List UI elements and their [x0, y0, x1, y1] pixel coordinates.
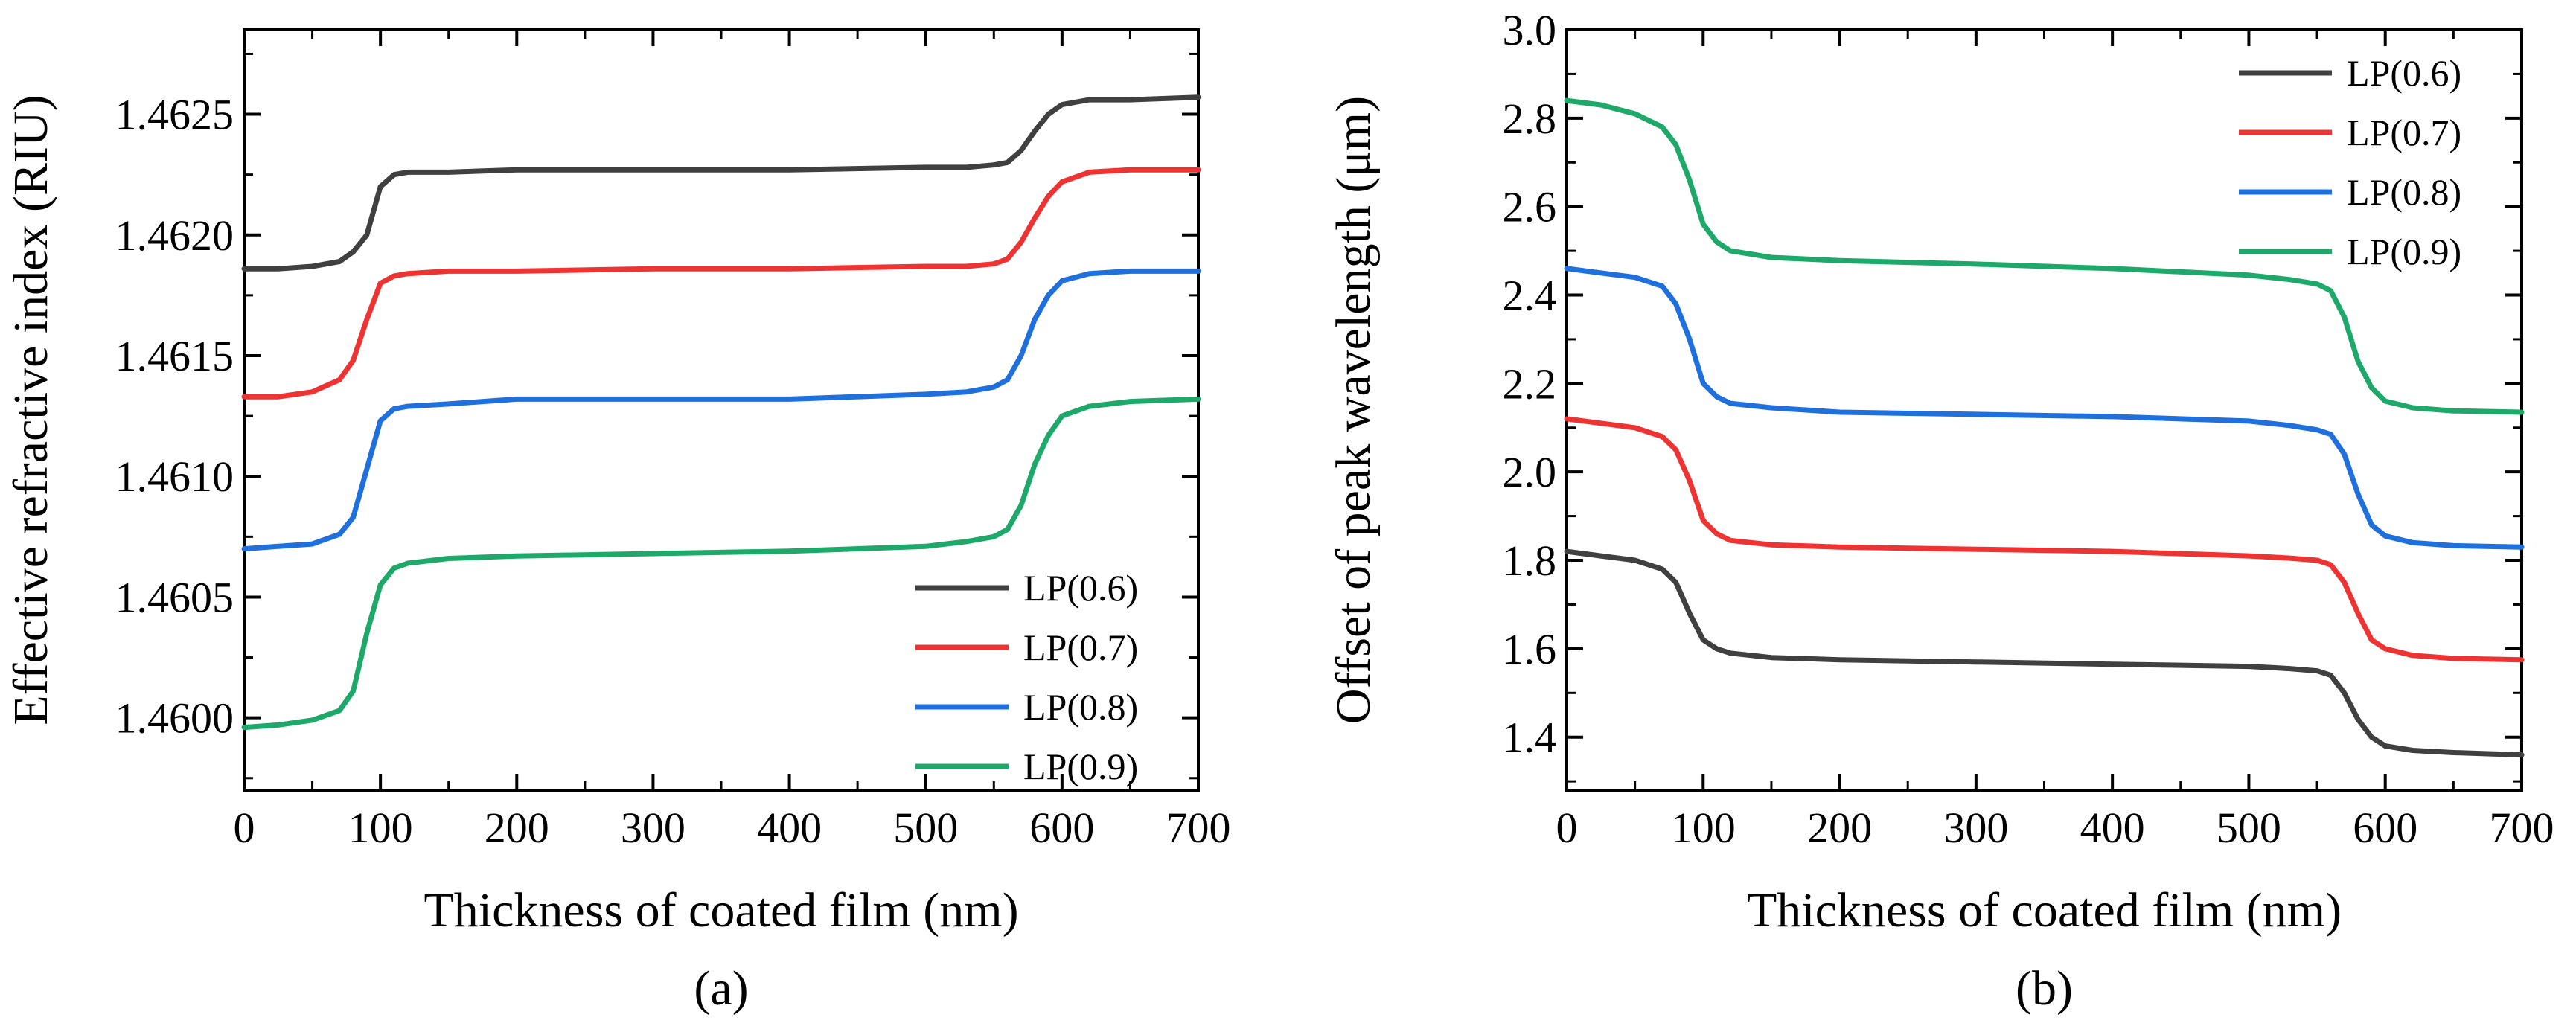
series-line-lp-0-9--b [1564, 97, 2525, 415]
x-tick-label-b: 0 [1556, 804, 1578, 852]
x-tick-label-b: 200 [1807, 804, 1872, 852]
y-axis-title-a: Effective refractive index (RIU) [4, 94, 58, 725]
x-tick-label-a: 200 [485, 804, 549, 852]
y-tick-label-b: 3.0 [1503, 6, 1557, 54]
y-tick-label-a: 1.4600 [115, 694, 234, 743]
legend-label: LP(0.6) [2347, 52, 2461, 94]
x-tick-label-b: 400 [2080, 804, 2145, 852]
x-tick-label-b: 100 [1671, 804, 1736, 852]
legend-a: LP(0.6) LP(0.7) LP(0.8) LP(0.9) [915, 567, 1138, 787]
x-tick-label-a: 100 [348, 804, 413, 852]
x-tick-label-b: 700 [2490, 804, 2554, 852]
legend-label: LP(0.9) [1023, 746, 1138, 787]
y-tick-label-a: 1.4625 [115, 91, 234, 139]
x-tick-label-b: 300 [1943, 804, 2008, 852]
legend-label: LP(0.7) [2347, 112, 2461, 153]
x-tick-label-a: 300 [621, 804, 685, 852]
y-tick-label-a: 1.4610 [115, 452, 234, 501]
legend-label: LP(0.6) [1023, 567, 1138, 609]
series-line-lp-0-7--b [1564, 416, 2525, 663]
series-line-lp-0-8--a [241, 268, 1201, 552]
y-tick-label-a: 1.4615 [115, 332, 234, 380]
y-tick-label-b: 2.6 [1503, 183, 1557, 231]
y-tick-label-b: 1.4 [1503, 714, 1557, 762]
x-tick-label-a: 400 [757, 804, 822, 852]
series-line-lp-0-9--a [241, 396, 1201, 731]
legend-label: LP(0.8) [2347, 171, 2461, 213]
series-line-lp-0-6--b [1564, 548, 2525, 757]
panel-label-a: (a) [694, 961, 748, 1016]
series-line-lp-0-6--a [241, 94, 1201, 272]
x-tick-label-a: 700 [1166, 804, 1231, 852]
plot-frame-a [243, 28, 1200, 792]
legend-label: LP(0.8) [1023, 686, 1138, 728]
y-tick-label-b: 2.2 [1503, 359, 1557, 408]
legend-b: LP(0.6) LP(0.7) LP(0.8) LP(0.9) [2239, 52, 2461, 272]
series-line-lp-0-7--a [241, 167, 1201, 400]
y-axis-title-b: Offset of peak wavelength (μm) [1326, 96, 1381, 724]
legend-label: LP(0.9) [2347, 231, 2461, 272]
x-tick-label-a: 600 [1029, 804, 1094, 852]
y-tick-label-a: 1.4620 [115, 211, 234, 260]
y-tick-label-b: 2.8 [1503, 94, 1557, 143]
y-tick-label-b: 2.0 [1503, 448, 1557, 496]
y-tick-label-b: 2.4 [1503, 272, 1557, 320]
legend-label: LP(0.7) [1023, 627, 1138, 668]
x-tick-label-b: 500 [2217, 804, 2281, 852]
x-tick-label-a: 0 [234, 804, 255, 852]
chart-panel-a: 0 100 200 300 400 500 600 700 1.4600 1.4605 1.4610… [4, 28, 1231, 1016]
chart-panel-b: 0 100 200 300 400 500 600 700 1.4 1.6 1.8 2.0 2.2 2.4… [1326, 6, 2554, 1016]
x-axis-title-a: Thickness of coated film (nm) [424, 883, 1018, 938]
y-tick-label-b: 1.6 [1503, 625, 1557, 673]
y-tick-label-b: 1.8 [1503, 536, 1557, 585]
panel-label-b: (b) [2016, 961, 2073, 1016]
series-line-lp-0-8--b [1564, 266, 2525, 550]
y-tick-label-a: 1.4605 [115, 573, 234, 621]
x-tick-label-a: 500 [893, 804, 958, 852]
x-tick-label-b: 600 [2353, 804, 2417, 852]
x-axis-title-b: Thickness of coated film (nm) [1747, 883, 2342, 938]
